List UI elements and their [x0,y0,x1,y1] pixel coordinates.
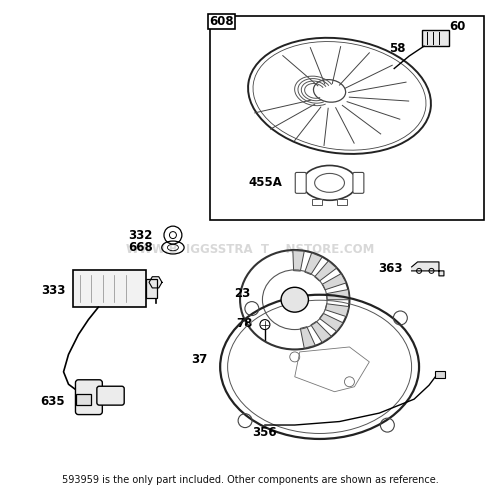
Bar [76,394,91,404]
Text: 593959 is the only part included. Other components are shown as reference.: 593959 is the only part included. Other … [62,474,438,484]
Text: 23: 23 [234,288,250,300]
Polygon shape [300,326,315,348]
Polygon shape [326,290,349,300]
Text: 356: 356 [252,426,277,439]
Polygon shape [320,314,343,332]
Text: 363: 363 [378,262,403,276]
Bar [208,14,235,28]
FancyBboxPatch shape [353,172,364,194]
Text: 635: 635 [40,395,65,408]
Bar [422,30,449,46]
Polygon shape [325,304,349,316]
Bar [74,270,146,307]
Text: 333: 333 [42,284,66,298]
Polygon shape [149,276,162,288]
Text: 668: 668 [128,241,153,254]
Bar [436,372,446,378]
Polygon shape [412,262,444,276]
Text: 78: 78 [236,316,252,330]
Bar [210,16,483,220]
Text: 60: 60 [449,20,466,33]
Text: 334: 334 [111,274,136,287]
Polygon shape [314,261,336,281]
Text: WWW.B  IGGSSTRA  T    NSTORE.COM: WWW.B IGGSSTRA T NSTORE.COM [126,244,374,256]
Polygon shape [311,322,332,342]
Polygon shape [293,250,304,271]
Bar [146,280,156,298]
Polygon shape [304,253,322,274]
Text: 58: 58 [389,42,406,55]
Polygon shape [322,274,346,290]
Text: 37: 37 [192,353,208,366]
Text: 332: 332 [128,228,153,241]
Bar [312,200,322,205]
Text: 608: 608 [209,15,234,28]
FancyBboxPatch shape [76,380,102,414]
FancyBboxPatch shape [295,172,306,194]
FancyBboxPatch shape [97,386,124,405]
Bar [337,200,347,205]
Text: 455A: 455A [248,176,282,190]
Ellipse shape [281,288,308,312]
